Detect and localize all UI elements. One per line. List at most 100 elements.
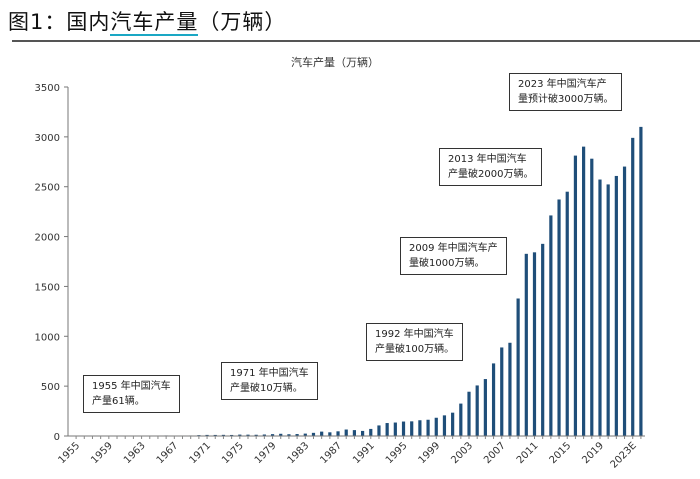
x-tick-label: 1995	[384, 440, 410, 466]
bar-2005	[483, 379, 487, 436]
x-tick-label: 1979	[253, 440, 279, 466]
annotation-1992: 1992 年中国汽车 产量破100万辆。	[366, 323, 464, 361]
y-axis: 0 500 1000 1500 2000 2500 3000 3500	[35, 83, 69, 443]
x-tick-label: 1983	[286, 440, 312, 466]
x-tick-label: 1975	[220, 440, 246, 466]
annotation-2023: 2023 年中国汽车产 量预计破3000万辆。	[509, 73, 623, 111]
x-tick-label: 1955	[56, 440, 82, 466]
bar-2007	[500, 347, 504, 436]
annotation-2009: 2009 年中国汽车产 量破1000万辆。	[400, 237, 507, 275]
bar-1975	[238, 434, 242, 436]
annotation-line: 产量破10万辆。	[230, 383, 303, 394]
x-tick-label: 2015	[548, 440, 574, 466]
x-tick-label: 1967	[155, 440, 181, 466]
bar-1992	[377, 425, 381, 436]
bar-2017	[582, 146, 586, 436]
bar-2011	[532, 252, 537, 436]
bar-2000	[442, 415, 447, 436]
bar-2002	[459, 403, 463, 436]
bar-1980	[279, 433, 283, 436]
bar-1998	[426, 419, 430, 436]
bar-2004	[475, 385, 479, 436]
bar-1986	[328, 432, 332, 436]
bars	[82, 126, 643, 437]
bar-2024E	[639, 126, 643, 436]
annotation-line: 2009 年中国汽车产	[409, 243, 498, 254]
x-tick-label: 2023E	[609, 440, 639, 470]
bar-1991	[369, 428, 373, 436]
bar-1999	[434, 417, 438, 436]
title-divider	[12, 40, 700, 42]
bar-2023E	[631, 137, 635, 436]
x-tick-label: 2011	[515, 440, 541, 466]
annotation-line: 量破1000万辆。	[409, 258, 485, 269]
bar-1996	[410, 421, 414, 436]
bar-1993	[385, 423, 389, 436]
y-tick-label: 3500	[35, 83, 60, 94]
bar-2008	[508, 342, 512, 436]
x-tick-label: 1971	[187, 440, 213, 466]
bar-1985	[320, 431, 324, 436]
bar-1979	[270, 434, 275, 436]
bar-1983	[303, 433, 307, 436]
annotation-1971: 1971 年中国汽车 产量破10万辆。	[221, 362, 318, 400]
bar-2013	[549, 215, 553, 436]
annotation-line: 2023 年中国汽车产	[518, 79, 607, 90]
chart-title: 汽车产量（万辆）	[291, 55, 379, 69]
annotation-2013: 2013 年中国汽车 产量破2000万辆。	[439, 148, 543, 186]
bar-1989	[352, 430, 357, 436]
bar-2010	[524, 253, 528, 436]
bar-1990	[360, 430, 365, 436]
bar-2001	[451, 412, 455, 436]
annotation-line: 1971 年中国汽车	[230, 368, 309, 379]
y-tick-label: 1000	[35, 332, 60, 343]
figure-title-suffix: （万辆）	[198, 10, 287, 34]
bar-2022	[622, 166, 627, 436]
bar-1981	[287, 434, 291, 436]
bar-2021	[614, 175, 618, 437]
bar-2014	[557, 199, 561, 436]
bar-2003	[467, 391, 471, 436]
annotation-line: 2013 年中国汽车	[448, 154, 527, 165]
x-axis: 1955 1959 1963 1967 1971 1975 1979 1983 1987 1991…	[56, 435, 645, 471]
bar-1982	[295, 434, 299, 436]
bar-1977	[254, 434, 258, 436]
bar-2015	[565, 191, 569, 436]
annotation-line: 1955 年中国汽车	[92, 381, 171, 392]
bar-2019	[598, 179, 602, 436]
bar-1984	[311, 432, 316, 436]
y-tick-label: 3000	[35, 133, 60, 144]
figure-title: 图1：国内汽车产量（万辆）	[8, 6, 286, 36]
x-tick-label: 2019	[580, 440, 606, 466]
bar-1997	[418, 420, 422, 436]
bar-2009	[516, 298, 520, 436]
bar-1994	[393, 422, 397, 436]
bar-1974	[230, 434, 234, 436]
bar-1976	[246, 434, 250, 436]
bar-1972	[213, 434, 217, 436]
bar-1973	[221, 434, 226, 436]
y-tick-label: 500	[41, 382, 60, 393]
bar-2016	[573, 155, 578, 436]
bar-2018	[590, 158, 594, 436]
bar-1995	[401, 421, 406, 436]
annotation-line: 产量破100万辆。	[375, 344, 455, 355]
bar-1988	[344, 429, 348, 436]
annotation-1955: 1955 年中国汽车 产量61辆。	[83, 375, 180, 413]
x-tick-label: 2003	[449, 440, 475, 466]
annotation-line: 量预计破3000万辆。	[518, 94, 614, 105]
y-tick-label: 0	[54, 432, 60, 443]
x-tick-label: 2007	[482, 440, 508, 466]
x-tick-label: 1991	[351, 440, 377, 466]
bar-1978	[262, 434, 266, 436]
y-tick-label: 1500	[35, 282, 60, 293]
annotation-line: 产量破2000万辆。	[448, 169, 534, 180]
annotation-line: 1992 年中国汽车	[375, 329, 454, 340]
figure-title-highlight: 汽车产量	[110, 10, 199, 36]
x-tick-label: 1999	[417, 440, 443, 466]
bar-1971	[205, 434, 209, 436]
x-tick-label: 1959	[89, 440, 115, 466]
bar-2012	[541, 243, 545, 436]
figure-title-prefix: 图1：国内	[8, 10, 111, 34]
